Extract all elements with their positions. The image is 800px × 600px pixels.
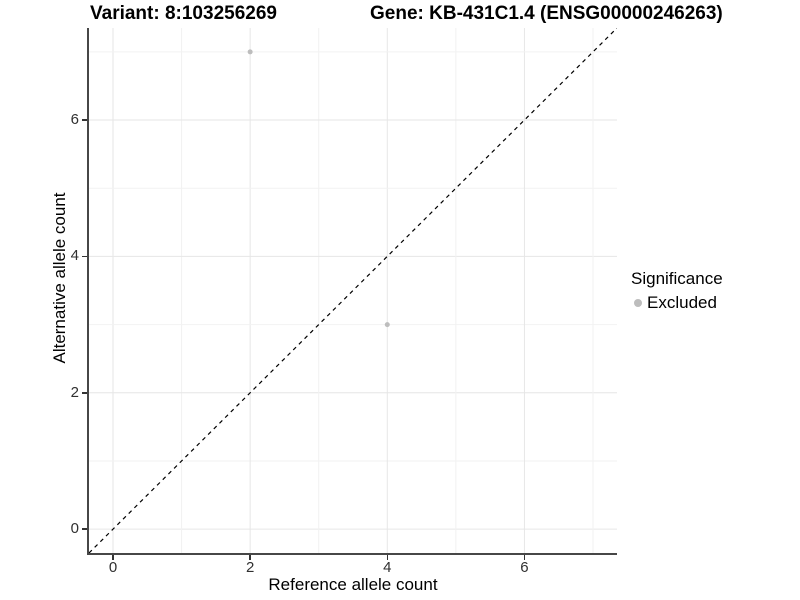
data-point — [384, 322, 390, 328]
plot-panel — [89, 28, 617, 553]
legend-item-excluded: Excluded — [631, 293, 723, 313]
plot-title-gene: Gene: KB-431C1.4 (ENSG00000246263) — [370, 3, 723, 24]
y-tick-mark — [82, 119, 87, 121]
y-tick-label: 4 — [70, 247, 79, 265]
plot-area-svg — [89, 28, 617, 553]
x-axis-title: Reference allele count — [268, 575, 438, 594]
legend-title: Significance — [631, 269, 723, 288]
x-tick-label: 6 — [520, 559, 529, 576]
x-tick-label: 4 — [383, 559, 392, 576]
x-tick-mark — [249, 555, 251, 560]
plot-title-variant: Variant: 8:103256269 — [90, 3, 277, 24]
legend-item-label: Excluded — [647, 293, 717, 312]
y-tick-mark — [82, 392, 87, 394]
y-tick-label: 0 — [70, 520, 79, 538]
x-axis-line — [87, 553, 617, 555]
data-point — [247, 49, 253, 55]
y-tick-mark — [82, 255, 87, 258]
y-tick-mark — [82, 528, 87, 530]
legend-point-swatch-icon — [634, 299, 642, 307]
y-axis-line — [87, 28, 89, 555]
identity-reference-line — [89, 28, 617, 553]
y-axis-title: Alternative allele count — [50, 192, 69, 364]
x-tick-mark — [523, 555, 526, 560]
legend: Significance Excluded — [631, 269, 723, 313]
x-tick-label: 0 — [108, 559, 118, 576]
y-tick-label: 2 — [70, 383, 79, 401]
x-tick-mark — [386, 555, 389, 560]
x-tick-mark — [112, 555, 114, 560]
x-tick-label: 2 — [245, 559, 255, 576]
y-tick-label: 6 — [70, 111, 79, 129]
